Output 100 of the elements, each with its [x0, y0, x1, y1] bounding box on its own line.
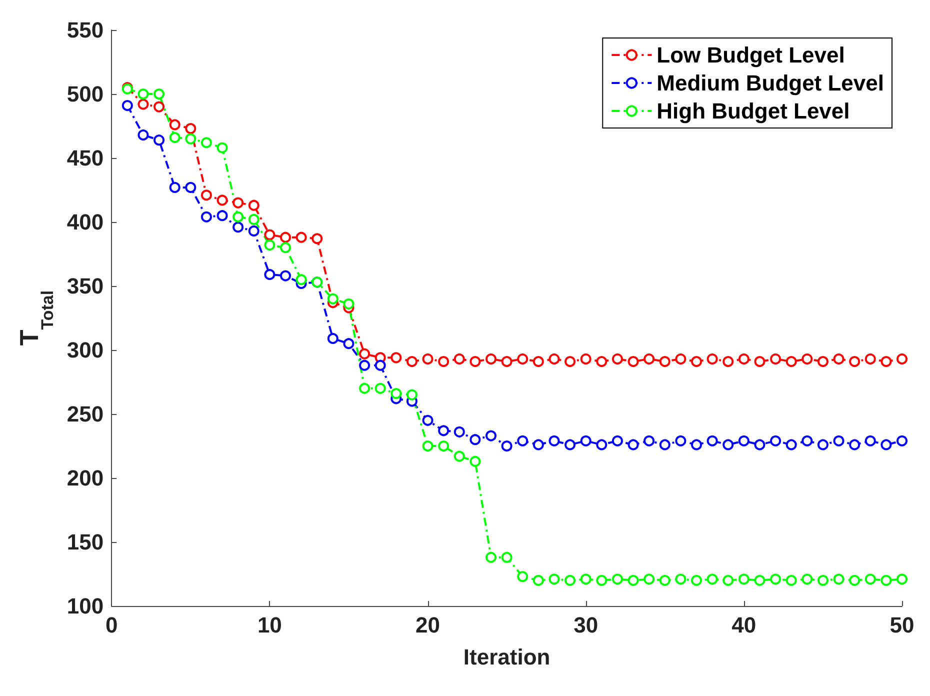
point [296, 232, 307, 243]
point [454, 450, 465, 462]
point [359, 382, 370, 394]
point [786, 574, 797, 586]
point [849, 439, 860, 450]
point [501, 552, 512, 563]
point [675, 353, 686, 364]
point [422, 414, 434, 426]
point [580, 435, 592, 446]
point [185, 123, 196, 134]
point [864, 435, 876, 446]
point [659, 356, 670, 368]
point [738, 353, 750, 364]
y-tick-label: 550 [66, 18, 104, 42]
point [833, 353, 844, 364]
point [390, 388, 402, 400]
point [374, 382, 386, 394]
point [454, 426, 465, 438]
point [564, 356, 576, 368]
point [486, 552, 496, 563]
point [896, 435, 908, 446]
point [548, 435, 560, 446]
point [169, 132, 180, 144]
point [880, 574, 892, 586]
point [232, 197, 244, 208]
point [154, 88, 165, 100]
point [738, 435, 750, 446]
point [517, 353, 528, 364]
point [264, 240, 276, 251]
point [232, 211, 244, 222]
point [644, 353, 655, 364]
point [517, 435, 528, 446]
point [470, 356, 481, 368]
point [169, 119, 180, 130]
point [864, 353, 876, 364]
point [216, 142, 228, 154]
point [896, 353, 908, 364]
point [849, 574, 860, 586]
point [722, 439, 734, 450]
point [296, 274, 307, 286]
point [438, 440, 450, 452]
x-tick-label: 30 [574, 612, 598, 638]
point [612, 353, 623, 364]
point [169, 182, 180, 193]
point [754, 356, 766, 368]
point [501, 440, 512, 452]
point [470, 456, 481, 467]
point [374, 360, 386, 371]
point [343, 298, 354, 310]
point [722, 574, 734, 586]
point [185, 182, 196, 193]
point [359, 360, 370, 371]
point [154, 134, 165, 146]
point [138, 98, 149, 110]
point [280, 270, 291, 282]
y-axis-title: TTotal [14, 290, 57, 346]
point [138, 129, 149, 140]
point [343, 338, 354, 350]
point [422, 353, 434, 364]
point [675, 435, 686, 446]
y-tick-label: 150 [66, 530, 104, 554]
point [896, 574, 908, 585]
point [122, 100, 133, 112]
point [470, 434, 481, 446]
x-tick-label: 10 [257, 612, 282, 638]
point [706, 353, 718, 364]
x-tick-label: 50 [890, 612, 914, 638]
y-tick-label: 200 [66, 466, 104, 490]
point [280, 242, 291, 254]
point [691, 356, 702, 368]
point [596, 574, 608, 586]
point [817, 439, 828, 450]
point [248, 225, 260, 236]
point [628, 356, 639, 368]
point [659, 439, 670, 450]
point [706, 435, 718, 446]
point [644, 435, 655, 446]
y-tick-label: 300 [66, 338, 104, 362]
point [864, 574, 876, 585]
point [454, 353, 465, 364]
point [770, 574, 782, 585]
y-tick-label: 250 [66, 402, 104, 426]
legend-label: High Budget Level [656, 98, 850, 124]
point [833, 574, 844, 585]
point [564, 574, 576, 586]
point [880, 356, 892, 368]
x-axis-title: Iteration [463, 644, 550, 670]
point [486, 353, 496, 364]
point [327, 332, 338, 344]
point [849, 356, 860, 368]
point [612, 435, 623, 446]
point [501, 356, 512, 368]
point [802, 353, 813, 364]
point [185, 133, 196, 144]
point [406, 356, 418, 368]
point [154, 101, 165, 112]
point [754, 439, 766, 450]
point [770, 435, 782, 446]
point [564, 439, 576, 450]
point [548, 353, 560, 364]
